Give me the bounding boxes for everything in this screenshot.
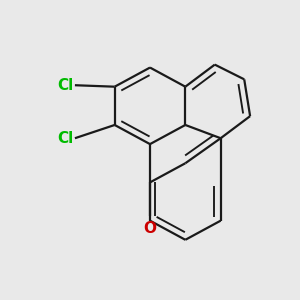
Text: O: O [143,220,157,236]
Text: Cl: Cl [57,78,74,93]
Text: Cl: Cl [57,131,74,146]
